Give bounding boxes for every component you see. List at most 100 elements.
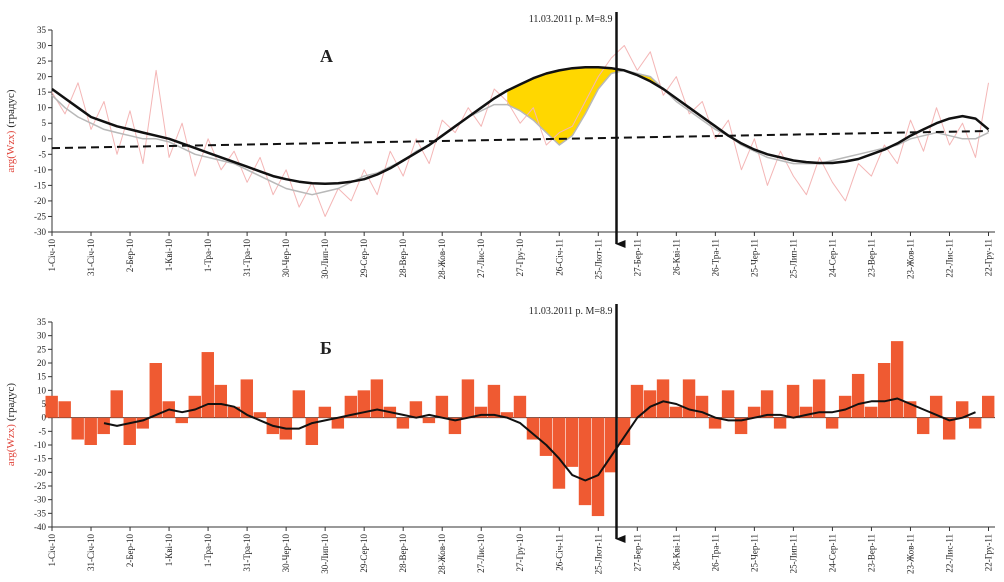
x-tick-label: 31-Січ-10 [86, 534, 96, 572]
panel-label: А [320, 46, 333, 66]
bar [58, 401, 71, 418]
bar [487, 384, 501, 418]
bar [565, 417, 579, 467]
x-tick-label: 26-Тра-11 [710, 239, 720, 276]
bar [539, 417, 553, 456]
bar [669, 406, 683, 418]
y-tick-label: -10 [34, 440, 46, 450]
x-tick-label: 23-Жов-11 [905, 534, 915, 574]
line [51, 45, 989, 217]
bar [461, 379, 475, 418]
bar [929, 395, 943, 418]
bar [851, 373, 865, 418]
x-tick-label: 27-Лис-10 [476, 534, 486, 573]
y-tick-label: -30 [34, 495, 46, 505]
bar [214, 384, 227, 418]
bar [838, 395, 852, 418]
y-axis-label: arg(Wzx) (градус) [5, 383, 17, 466]
y-tick-label: 25 [37, 56, 47, 66]
bar [175, 417, 188, 424]
x-tick-label: 23-Вер-11 [866, 534, 876, 572]
x-tick-label: 25-Чер-11 [749, 239, 759, 277]
y-tick-label: 15 [37, 372, 47, 382]
bar [45, 395, 58, 418]
bar [318, 406, 332, 418]
x-tick-label: 1-Тра-10 [203, 534, 213, 568]
line [103, 397, 976, 482]
x-tick-label: 24-Сер-11 [827, 239, 837, 277]
bar [201, 352, 214, 418]
x-tick-label: 30-Лип-10 [320, 534, 330, 574]
x-tick-label: 29-Сер-10 [359, 534, 369, 573]
y-tick-label: 20 [37, 72, 47, 82]
x-tick-label: 27-Гру-10 [515, 534, 525, 572]
y-tick-label: 30 [37, 41, 47, 51]
bar [630, 384, 644, 418]
bar [227, 406, 240, 418]
x-tick-label: 25-Лип-11 [788, 239, 798, 278]
bar [916, 417, 930, 435]
bar [955, 401, 969, 418]
y-tick-label: 35 [37, 25, 47, 35]
highlight-area [507, 67, 664, 145]
x-tick-label: 29-Сер-10 [359, 239, 369, 278]
bar [344, 395, 358, 418]
y-tick-label: -35 [34, 508, 46, 518]
x-tick-label: 22-Гру-11 [983, 239, 993, 276]
bar [721, 390, 735, 418]
bar [331, 417, 345, 429]
bar [253, 412, 267, 418]
x-tick-label: 26-Кві-11 [671, 239, 681, 275]
x-tick-label: 23-Вер-11 [866, 239, 876, 277]
y-tick-label: 0 [42, 134, 47, 144]
y-tick-label: -15 [34, 180, 46, 190]
x-tick-label: 25-Лют-11 [593, 534, 603, 574]
x-tick-label: 1-Січ-10 [47, 239, 57, 272]
bar [552, 417, 566, 489]
x-tick-label: 1-Тра-10 [203, 239, 213, 273]
y-tick-label: 35 [37, 317, 47, 327]
bar [448, 417, 462, 435]
line [51, 66, 990, 186]
bar [513, 395, 527, 418]
bar [149, 363, 162, 418]
y-tick-label: -25 [34, 481, 46, 491]
bar [734, 417, 748, 435]
bar [292, 390, 306, 418]
y-tick-label: -30 [34, 227, 46, 237]
bar [71, 417, 84, 440]
bar [97, 417, 110, 435]
y-tick-label: -40 [34, 522, 46, 532]
bar [708, 417, 722, 429]
event-label: 11.03.2011 р. M=8.9 [529, 306, 613, 317]
y-tick-label: 10 [37, 103, 47, 113]
bar [682, 379, 696, 418]
event-label: 11.03.2011 р. M=8.9 [529, 14, 613, 25]
bar [474, 406, 488, 418]
bar [968, 417, 982, 429]
x-tick-label: 24-Сер-11 [827, 534, 837, 572]
x-tick-label: 27-Бер-11 [632, 239, 642, 276]
x-tick-label: 31-Тра-10 [242, 534, 252, 572]
panel-label: Б [320, 338, 332, 358]
bar [942, 417, 956, 440]
y-tick-label: -15 [34, 454, 46, 464]
x-tick-label: 22-Гру-11 [983, 534, 993, 571]
y-tick-label: 25 [37, 344, 47, 354]
y-tick-label: -10 [34, 165, 46, 175]
bar [890, 341, 904, 418]
x-tick-label: 30-Чер-10 [281, 239, 291, 278]
y-axis-label-unit: (градус) [5, 89, 17, 128]
x-tick-label: 26-Тра-11 [710, 534, 720, 571]
y-tick-label: -20 [34, 196, 46, 206]
bar [604, 417, 618, 473]
y-tick-label: 15 [37, 87, 47, 97]
x-tick-label: 25-Лип-11 [788, 534, 798, 573]
bar [136, 417, 149, 429]
x-tick-label: 27-Бер-11 [632, 534, 642, 571]
x-tick-label: 26-Січ-11 [554, 534, 564, 571]
bar [747, 406, 761, 418]
x-tick-label: 2-Бер-10 [125, 239, 135, 273]
x-tick-label: 30-Чер-10 [281, 534, 291, 573]
